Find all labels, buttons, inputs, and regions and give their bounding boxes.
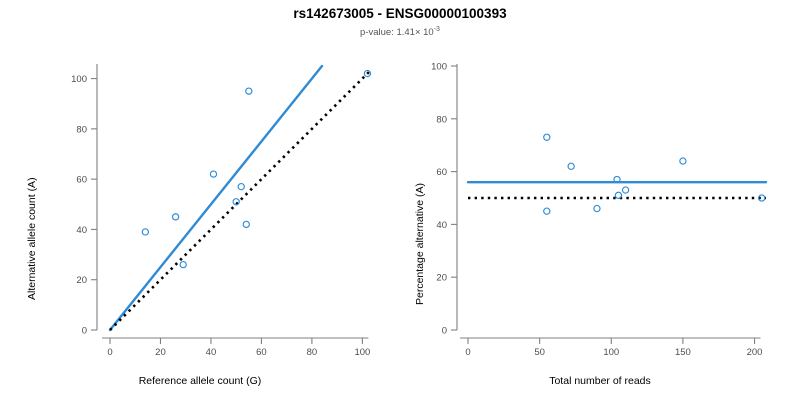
y-axis-tick-label: 60 bbox=[436, 167, 447, 178]
data-point bbox=[179, 260, 187, 269]
x-axis-tick-label: 0 bbox=[465, 347, 470, 358]
y-axis-tick-label: 0 bbox=[82, 326, 87, 337]
y-axis-tick-label: 100 bbox=[71, 74, 87, 85]
x-axis-tick-label: 200 bbox=[747, 347, 763, 358]
x-axis-tick-label: 100 bbox=[354, 347, 370, 358]
data-point bbox=[232, 198, 240, 206]
x-axis-tick-label: 0 bbox=[107, 347, 112, 358]
data-point bbox=[679, 157, 687, 165]
y-axis-tick-label: 0 bbox=[442, 326, 447, 337]
allelic-counts-plot: 0 20 40 60 80 100 0 20 40 60 80 100 bbox=[71, 64, 372, 358]
data-point bbox=[614, 191, 623, 200]
data-point bbox=[567, 162, 575, 170]
y-axis-tick-label: 60 bbox=[76, 175, 87, 186]
pvalue-text: p-value: 1.41× 10 bbox=[360, 27, 434, 39]
x-axis-tick-label: 50 bbox=[534, 347, 545, 358]
panel-percentage-alternative: 0 20 40 60 80 100 0 50 100 150 200 Percentage alte… bbox=[400, 0, 800, 400]
data-point bbox=[543, 207, 551, 215]
panel-allelic-counts: 0 20 40 60 80 100 0 20 40 60 80 100 Alternative all… bbox=[26, 64, 372, 387]
data-point bbox=[237, 183, 245, 191]
data-point bbox=[242, 220, 250, 229]
x-axis-tick-label: 100 bbox=[603, 347, 619, 358]
y-axis-tick-label: 80 bbox=[76, 124, 87, 135]
data-point bbox=[363, 69, 372, 78]
data-point bbox=[245, 87, 253, 95]
data-point bbox=[543, 133, 551, 141]
data-point bbox=[621, 186, 630, 194]
data-point bbox=[171, 213, 180, 221]
allelic-counts-y-axis-label: Alternative allele count (A) bbox=[26, 177, 38, 300]
percentage-alternative-plot: 0 20 40 60 80 100 0 50 100 150 200 bbox=[431, 62, 768, 358]
plot-lines-group bbox=[466, 180, 768, 200]
data-point bbox=[613, 175, 621, 184]
data-point bbox=[141, 228, 150, 236]
fit-line-solid bbox=[108, 64, 324, 332]
y-axis-tick-label: 40 bbox=[76, 225, 87, 236]
data-points-group bbox=[543, 133, 766, 215]
y-axis-tick-label: 20 bbox=[76, 275, 87, 286]
percentage-y-axis-label: Percentage alternative (A) bbox=[414, 183, 426, 305]
plot-lines-group bbox=[108, 64, 371, 332]
y-axis-tick-label: 20 bbox=[436, 273, 447, 284]
figure-title: rs142673005 - ENSG00000100393 bbox=[293, 6, 507, 21]
allelic-counts-x-axis-label: Reference allele count (G) bbox=[138, 375, 262, 387]
y-axis-tick-label: 100 bbox=[431, 62, 447, 73]
x-axis-tick-label: 80 bbox=[307, 347, 318, 358]
data-point bbox=[593, 204, 601, 213]
data-point bbox=[209, 170, 218, 178]
x-axis-tick-label: 40 bbox=[206, 347, 217, 358]
data-points-group bbox=[141, 69, 372, 269]
reference-line-dotted bbox=[109, 70, 371, 331]
figure-subtitle: p-value: 1.41× 10-3 bbox=[0, 26, 800, 38]
x-axis-tick-label: 60 bbox=[256, 347, 267, 358]
y-axis-tick-label: 40 bbox=[436, 220, 447, 231]
pvalue-exponent: -3 bbox=[433, 26, 440, 33]
data-point bbox=[758, 194, 766, 202]
y-axis-tick-label: 80 bbox=[436, 114, 447, 125]
x-axis-tick-label: 20 bbox=[155, 347, 166, 358]
x-axis-tick-label: 150 bbox=[675, 347, 691, 358]
percentage-x-axis-label: Total number of reads bbox=[549, 375, 651, 387]
